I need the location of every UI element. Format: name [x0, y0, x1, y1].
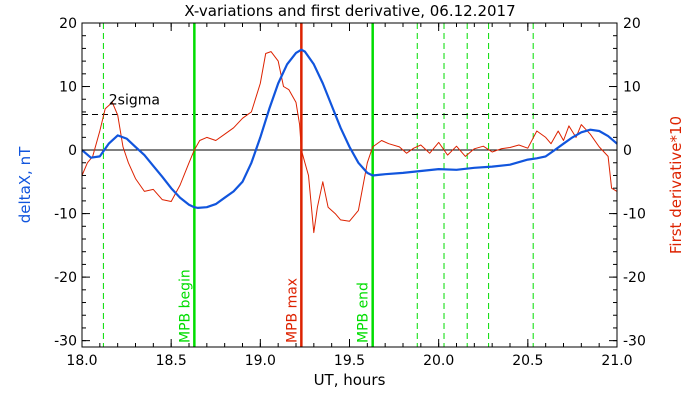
- right-y-tick-label-1: 20: [623, 16, 641, 32]
- mpb-end-label: MPB end: [356, 282, 372, 343]
- x-tick-label-2: 18.5: [156, 353, 187, 369]
- reference-lines-layer: [82, 113, 617, 151]
- right-y-tick-label-6: -30: [623, 334, 646, 350]
- left-y-tick-label-5: -20: [54, 270, 77, 286]
- ticks-layer: 18.0 18.5 19.0 19.5 20.0 20.5 21.0 20 20 10 10 0 0 -1…: [54, 16, 646, 369]
- right-y-tick-label-4: -10: [623, 207, 646, 223]
- left-y-axis-label: deltaX, nT: [16, 146, 34, 223]
- marker-lines-layer: MPB begin MPB max MPB end: [177, 23, 374, 347]
- left-y-tick-label-4: -10: [54, 207, 77, 223]
- right-y-tick-label-2: 10: [623, 80, 641, 96]
- x-axis-label: UT, hours: [314, 371, 386, 389]
- left-y-tick-label-6: -30: [54, 334, 77, 350]
- x-tick-label-5: 20.0: [423, 353, 454, 369]
- mpb-max-label: MPB max: [284, 278, 300, 343]
- x-tick-label-3: 19.0: [245, 353, 276, 369]
- x-tick-label-1: 18.0: [66, 353, 97, 369]
- mpb-begin-label: MPB begin: [177, 269, 193, 343]
- series-layer: [81, 48, 618, 234]
- right-y-axis-label: First derivative*10: [667, 116, 685, 254]
- right-y-tick-label-3: 0: [623, 143, 632, 159]
- chart-title: X-variations and first derivative, 06.12…: [184, 2, 515, 20]
- x-tick-label-7: 21.0: [601, 353, 632, 369]
- x-tick-label-6: 20.5: [512, 353, 543, 369]
- sigma-label: 2sigma: [109, 92, 160, 108]
- dashed-verticals-layer: [102, 23, 534, 347]
- plot-frame: [81, 22, 618, 348]
- x-tick-label-4: 19.5: [334, 353, 365, 369]
- left-y-tick-label-3: 0: [68, 143, 77, 159]
- right-y-tick-label-5: -20: [623, 270, 646, 286]
- derivative-series-line: [81, 51, 618, 234]
- left-y-tick-label-1: 20: [59, 16, 77, 32]
- deltax-series-line: [81, 48, 618, 209]
- left-y-tick-label-2: 10: [59, 80, 77, 96]
